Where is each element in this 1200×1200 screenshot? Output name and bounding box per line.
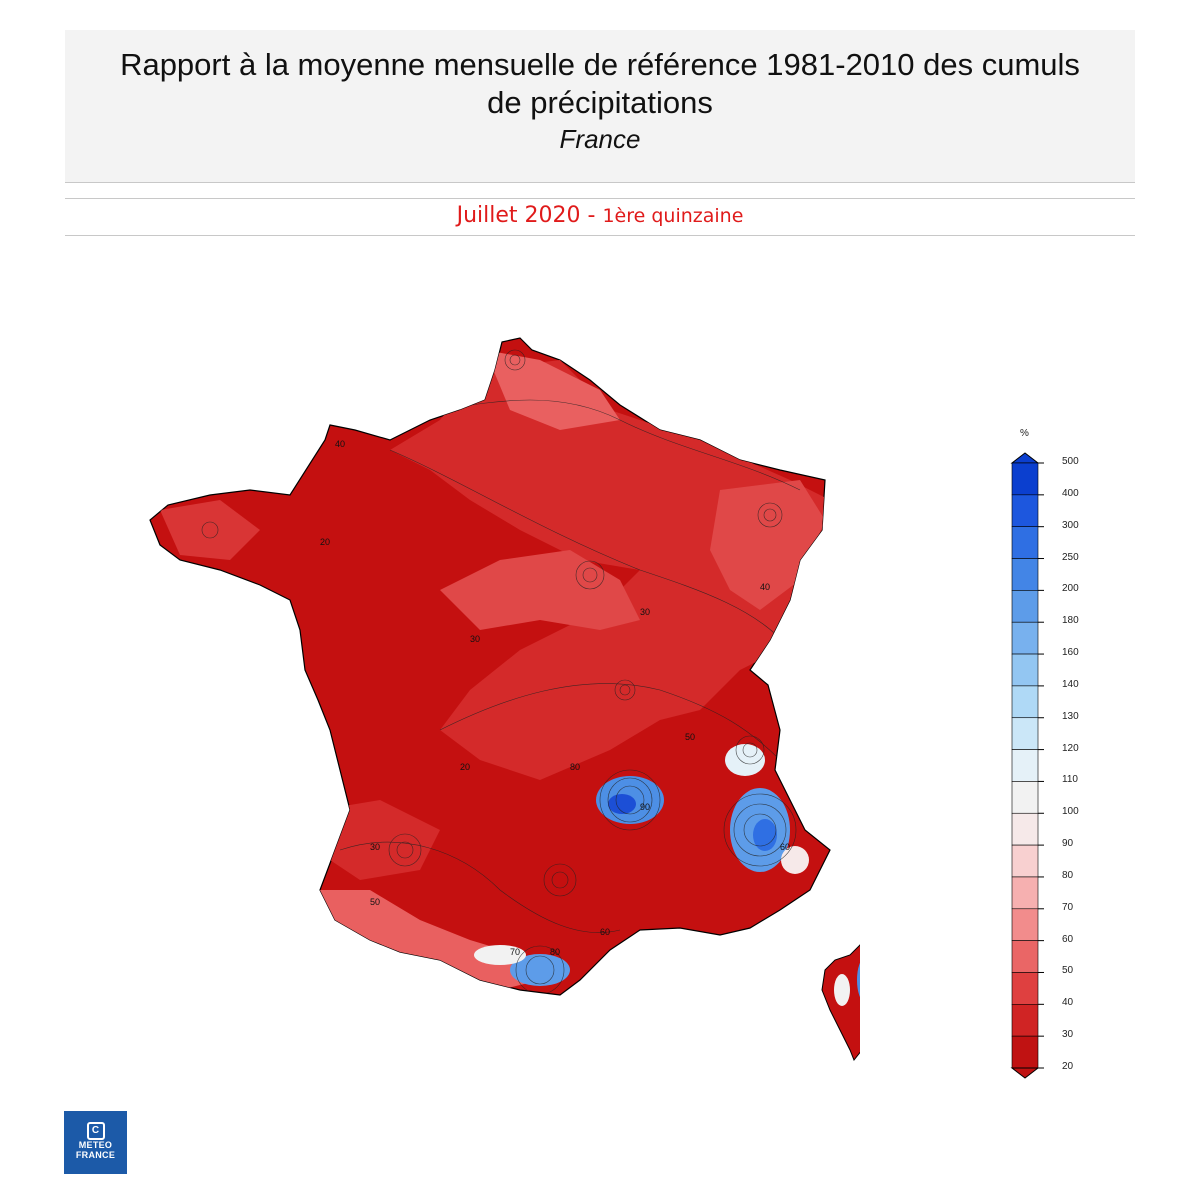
contour-label: 90	[640, 802, 650, 812]
map-title-line-2: de précipitations	[487, 85, 713, 120]
period-fortnight: 1ère quinzaine	[602, 205, 744, 227]
legend-level-label: 110	[1062, 774, 1078, 786]
legend-max-arrow	[1010, 452, 1040, 464]
legend-swatch	[1011, 653, 1039, 687]
divider-top	[65, 198, 1135, 199]
legend-level-label: 400	[1062, 487, 1079, 499]
period-label: Juillet 2020 - 1ère quinzaine	[65, 198, 1135, 234]
map-title: Rapport à la moyenne mensuelle de référe…	[65, 46, 1135, 122]
legend-swatch	[1011, 1004, 1039, 1037]
contour-label: 50	[370, 897, 380, 907]
contour-label: 70	[510, 947, 520, 957]
contour-label: 80	[570, 762, 580, 772]
contour-label: 50	[685, 732, 695, 742]
legend-swatch	[1011, 685, 1039, 719]
contour-labels: 40 20 30 60 50 70 80 90 30 40 20 50 30 6…	[320, 439, 790, 957]
period-separator: -	[587, 203, 596, 228]
legend-level-label: 70	[1062, 901, 1074, 913]
legend-level-label: 120	[1062, 742, 1079, 754]
legend-level-label: 140	[1062, 678, 1079, 690]
legend-level-label: 130	[1062, 710, 1079, 722]
contour-lines	[201, 349, 801, 995]
legend-swatch	[1011, 526, 1039, 559]
legend-swatch	[1011, 717, 1039, 750]
title-panel: Rapport à la moyenne mensuelle de référe…	[65, 30, 1135, 183]
legend-swatch	[1011, 844, 1039, 878]
zone-30-north	[390, 360, 830, 780]
zone-40-center	[440, 550, 640, 630]
legend-level-label: 50	[1062, 965, 1074, 977]
meteo-france-logo: C METEO FRANCE	[64, 1111, 127, 1174]
legend-swatch	[1011, 558, 1039, 591]
legend-swatch	[1011, 621, 1039, 655]
legend-level-label: 30	[1062, 1029, 1074, 1041]
legend-swatch	[1011, 1035, 1039, 1069]
legend-level-label: 160	[1062, 647, 1079, 659]
logo-line-2: FRANCE	[75, 1150, 116, 1160]
legend-level-label: 300	[1062, 519, 1079, 531]
zone-south-west	[315, 890, 540, 990]
logo-line-1: METEO	[78, 1140, 113, 1150]
legend-level-label: 90	[1062, 838, 1074, 850]
contour-label: 60	[780, 842, 790, 852]
legend-swatch	[1011, 908, 1039, 941]
zone-north-coast	[485, 350, 620, 430]
wet-zone-alps-core	[753, 819, 777, 851]
wet-zone-savoie	[725, 744, 765, 776]
contour-label: 80	[550, 947, 560, 957]
divider-bottom	[65, 235, 1135, 236]
legend-level-label: 60	[1062, 933, 1074, 945]
contour-label: 20	[320, 537, 330, 547]
contour-label: 20	[460, 762, 470, 772]
meteo-france-logo-icon: C	[86, 1122, 105, 1140]
france-precipitation-map: 40 20 30 60 50 70 80 90 30 40 20 50 30 6…	[149, 337, 860, 1061]
corsica-wet-zone	[857, 962, 860, 998]
map-title-line-1: Rapport à la moyenne mensuelle de référe…	[120, 47, 1080, 82]
legend-level-label: 100	[1062, 806, 1079, 818]
legend-swatch	[1011, 972, 1039, 1005]
wet-zone-pyrenees	[510, 954, 570, 986]
legend-colorbar	[1010, 452, 1044, 1079]
legend-swatch	[1011, 781, 1039, 814]
legend-level-label: 40	[1062, 997, 1074, 1009]
wet-zone-pyrenees-white	[474, 945, 526, 965]
legend-level-label: 80	[1062, 869, 1074, 881]
wet-zone-cevennes-core	[608, 794, 636, 814]
legend-level-label: 180	[1062, 615, 1079, 627]
contour-label: 30	[470, 634, 480, 644]
legend-level-label: 500	[1062, 456, 1079, 467]
period-month: Juillet 2020	[456, 203, 581, 228]
legend-min-arrow	[1010, 1067, 1040, 1079]
legend-swatch	[1011, 462, 1039, 496]
contour-label: 40	[335, 439, 345, 449]
legend-swatch	[1011, 749, 1039, 782]
legend-unit: %	[1020, 428, 1029, 439]
contour-label: 30	[370, 842, 380, 852]
legend-swatch	[1011, 940, 1039, 973]
legend-swatch	[1011, 812, 1039, 846]
legend-swatch	[1011, 876, 1039, 910]
region-subtitle: France	[559, 124, 641, 154]
contour-label: 60	[600, 927, 610, 937]
legend: % 500 400 300 250 200 180 160 140 130 120 110 100 90…	[990, 428, 1110, 1088]
legend-swatch	[1011, 590, 1039, 623]
legend-level-label: 20	[1062, 1061, 1074, 1072]
legend-level-label: 200	[1062, 583, 1079, 595]
contour-label: 40	[760, 582, 770, 592]
corsica-white-zone	[834, 974, 850, 1006]
zone-brittany	[160, 500, 260, 560]
legend-level-label: 250	[1062, 551, 1079, 563]
contour-label: 30	[640, 607, 650, 617]
legend-swatch	[1011, 494, 1039, 527]
zone-west-coast	[320, 800, 440, 880]
